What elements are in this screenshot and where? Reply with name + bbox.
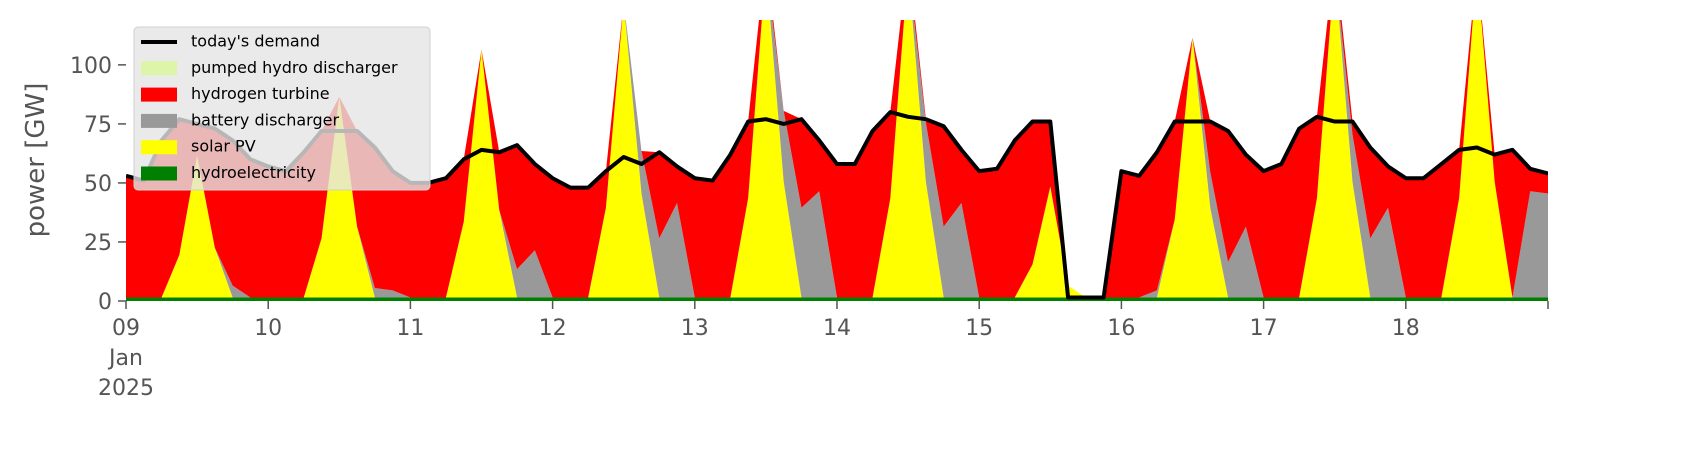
legend-swatch <box>141 87 177 102</box>
axes: 0 25 50 75 100 09 Jan 2025 10 11 12 13 14 15 16 17 18 <box>70 54 1549 401</box>
x-tick-label: 16 <box>1107 316 1135 341</box>
area <box>126 20 1548 298</box>
legend-label: battery discharger <box>191 110 339 129</box>
y-tick-label: 50 <box>84 172 112 197</box>
legend-label: hydroelectricity <box>191 163 316 182</box>
x-tick-label: 15 <box>965 316 993 341</box>
y-axis-label: power [GW] <box>21 83 51 238</box>
area <box>126 20 1548 298</box>
legend-label: pumped hydro discharger <box>191 58 398 77</box>
x-tick-label: 17 <box>1250 316 1278 341</box>
legend-label: today's demand <box>191 32 320 51</box>
legend-swatch <box>141 166 177 181</box>
legend-box <box>133 26 431 191</box>
legend-label: hydrogen turbine <box>191 84 330 103</box>
legend-swatch <box>141 61 177 76</box>
y-tick-label: 75 <box>84 113 112 138</box>
legend-swatch <box>141 113 177 128</box>
x-tick-label: 09 Jan 2025 <box>98 316 154 401</box>
legend: today's demand pumped hydro discharger hyd… <box>133 26 431 191</box>
x-tick-label: 14 <box>823 316 851 341</box>
area <box>126 297 1548 301</box>
x-tick-label: 13 <box>681 316 709 341</box>
x-tick-label: 18 <box>1392 316 1420 341</box>
x-tick-label: 12 <box>539 316 567 341</box>
x-tick-label: 11 <box>396 316 424 341</box>
y-tick-label: 100 <box>70 54 112 79</box>
y-tick-label: 25 <box>84 231 112 256</box>
legend-label: solar PV <box>191 137 256 156</box>
x-tick-label: 10 <box>254 316 282 341</box>
y-tick-label: 0 <box>98 290 112 315</box>
legend-swatch <box>141 140 177 155</box>
